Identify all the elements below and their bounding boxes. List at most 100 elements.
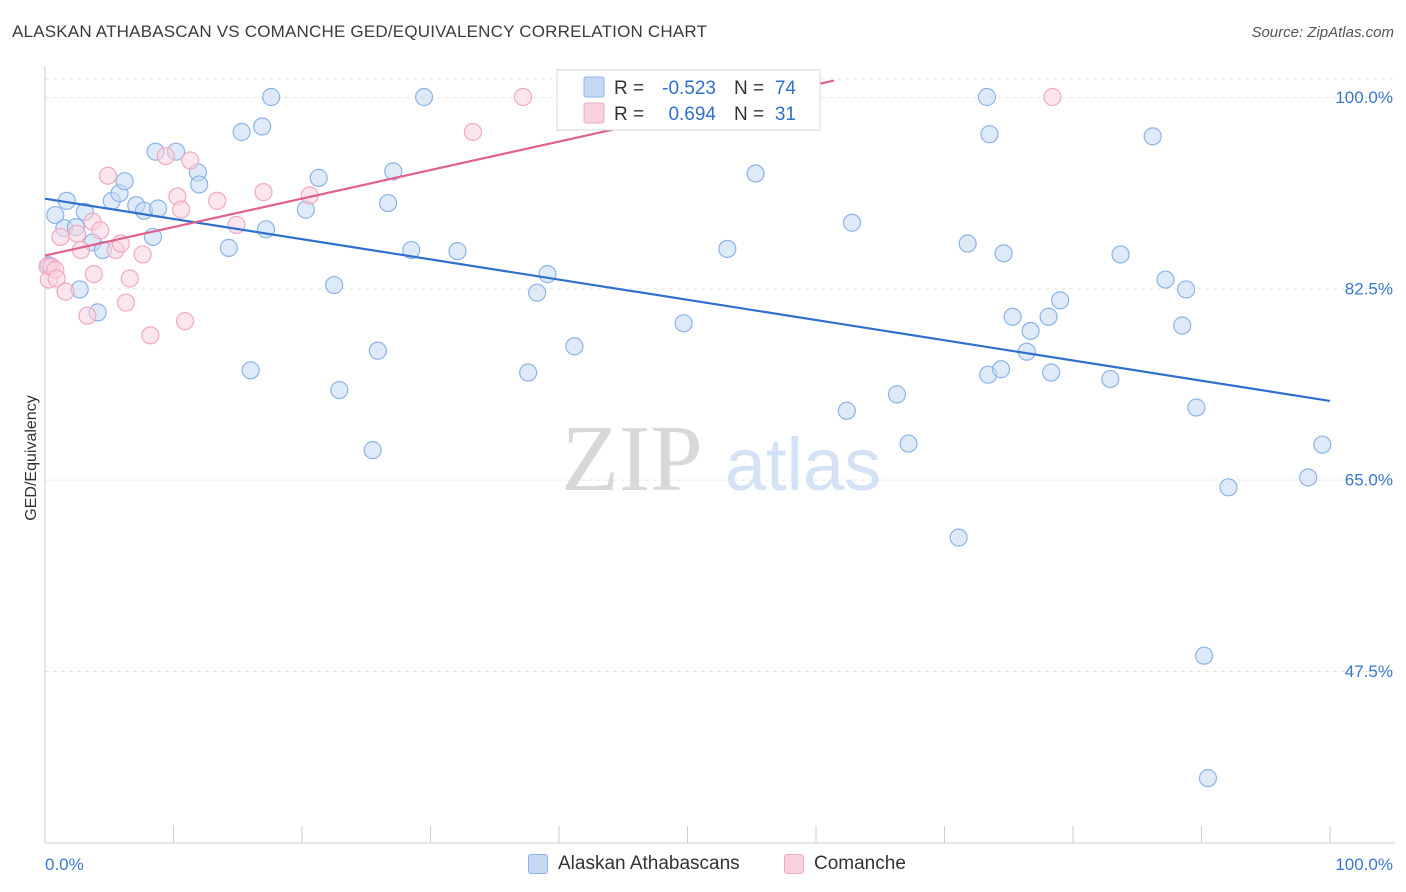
- legend-label-alaskan-athabascans: Alaskan Athabascans: [558, 853, 740, 874]
- point-alaskan-athabascans: [253, 117, 272, 136]
- point-alaskan-athabascans: [1042, 363, 1061, 382]
- point-alaskan-athabascans: [368, 341, 387, 360]
- axes: [44, 66, 1395, 844]
- point-alaskan-athabascans: [1111, 245, 1130, 264]
- point-comanche: [56, 282, 75, 301]
- point-alaskan-athabascans: [1219, 478, 1238, 497]
- point-alaskan-athabascans: [1176, 280, 1196, 299]
- legend-r-value-blue: -0.523: [662, 78, 716, 99]
- point-alaskan-athabascans: [1101, 369, 1120, 389]
- y-tick-label: 82.5%: [1345, 279, 1393, 298]
- y-tick-label: 65.0%: [1345, 471, 1393, 490]
- point-alaskan-athabascans: [538, 265, 557, 284]
- point-alaskan-athabascans: [837, 401, 856, 420]
- point-alaskan-athabascans: [887, 385, 907, 404]
- chart-title: ALASKAN ATHABASCAN VS COMANCHE GED/EQUIV…: [12, 22, 708, 41]
- legend-item-comanche: Comanche: [784, 851, 906, 877]
- point-alaskan-athabascans: [1313, 435, 1332, 454]
- point-alaskan-athabascans: [980, 125, 999, 144]
- legend-swatch-alaskan-athabascans: [528, 854, 548, 874]
- legend-r-value-pink: 0.694: [668, 104, 716, 125]
- point-alaskan-athabascans: [994, 244, 1013, 263]
- point-alaskan-athabascans: [565, 337, 584, 356]
- point-comanche: [463, 122, 483, 142]
- point-comanche: [78, 306, 97, 325]
- legend-n-value-blue: 74: [775, 78, 797, 99]
- point-alaskan-athabascans: [378, 193, 398, 213]
- point-comanche: [71, 240, 91, 260]
- y-axis-label: GED/Equivalency: [23, 395, 40, 520]
- point-comanche: [47, 269, 66, 288]
- point-alaskan-athabascans: [448, 242, 467, 261]
- point-alaskan-athabascans: [115, 172, 134, 191]
- legend-n-label-pink: N =: [734, 104, 764, 125]
- legend-swatch-blue: [583, 76, 605, 98]
- point-alaskan-athabascans: [1143, 127, 1162, 146]
- point-alaskan-athabascans: [1021, 321, 1040, 341]
- point-alaskan-athabascans: [219, 238, 238, 257]
- point-alaskan-athabascans: [1173, 316, 1192, 335]
- legend-item-alaskan-athabascans: Alaskan Athabascans: [528, 851, 740, 877]
- point-alaskan-athabascans: [414, 87, 434, 107]
- point-alaskan-athabascans: [1156, 270, 1175, 289]
- legend-stats: R = -0.523 N = 74 R = 0.694 N = 31: [556, 69, 821, 131]
- point-alaskan-athabascans: [899, 434, 918, 453]
- series-alaskan-athabascans: [39, 87, 1332, 788]
- series-comanche: [38, 87, 1062, 345]
- point-alaskan-athabascans: [1194, 646, 1214, 665]
- y-tick-labels: 100.0% 82.5% 65.0% 47.5%: [1335, 88, 1393, 681]
- watermark-atlas: atlas: [725, 423, 881, 506]
- point-alaskan-athabascans: [1051, 291, 1070, 310]
- point-comanche: [254, 183, 273, 202]
- point-comanche: [98, 166, 118, 185]
- point-comanche: [51, 227, 70, 247]
- legend-n-label-blue: N =: [734, 78, 764, 99]
- point-comanche: [1043, 87, 1062, 107]
- legend-r-label-pink: R =: [614, 104, 644, 125]
- y-tick-label: 47.5%: [1345, 662, 1393, 681]
- x-tick-label: 0.0%: [45, 855, 84, 874]
- point-comanche: [84, 265, 103, 284]
- point-alaskan-athabascans: [1187, 398, 1206, 417]
- point-alaskan-athabascans: [1003, 307, 1022, 326]
- point-comanche: [181, 151, 200, 170]
- point-comanche: [116, 293, 136, 312]
- chart-source: Source: ZipAtlas.com: [1251, 24, 1394, 41]
- point-alaskan-athabascans: [46, 205, 65, 225]
- point-comanche: [141, 326, 160, 345]
- point-alaskan-athabascans: [402, 240, 421, 260]
- point-alaskan-athabascans: [363, 441, 382, 460]
- y-tick-label: 100.0%: [1335, 88, 1393, 107]
- x-tick-label: 100.0%: [1335, 855, 1393, 874]
- point-alaskan-athabascans: [718, 239, 737, 259]
- legend-n-value-pink: 31: [775, 104, 796, 125]
- point-alaskan-athabascans: [746, 164, 765, 183]
- point-alaskan-athabascans: [977, 87, 997, 107]
- point-alaskan-athabascans: [949, 528, 968, 547]
- point-alaskan-athabascans: [1198, 769, 1218, 788]
- watermark-zip: ZIP: [562, 407, 703, 511]
- point-comanche: [513, 87, 533, 107]
- point-alaskan-athabascans: [958, 234, 977, 253]
- point-alaskan-athabascans: [309, 168, 328, 188]
- legend-swatch-comanche: [784, 854, 804, 874]
- point-alaskan-athabascans: [384, 162, 403, 181]
- legend-label-comanche: Comanche: [814, 853, 906, 874]
- point-comanche: [120, 269, 139, 288]
- point-alaskan-athabascans: [241, 361, 260, 380]
- watermark: ZIP atlas: [562, 407, 882, 511]
- point-alaskan-athabascans: [262, 87, 281, 107]
- legend-swatch-pink: [583, 102, 605, 124]
- legend-r-label-blue: R =: [614, 78, 644, 99]
- point-alaskan-athabascans: [190, 175, 209, 194]
- point-comanche: [208, 191, 227, 210]
- trend-line-alaskan-athabascans: [44, 197, 1331, 403]
- point-comanche: [133, 245, 152, 264]
- point-alaskan-athabascans: [330, 380, 349, 400]
- point-comanche: [227, 215, 246, 235]
- point-alaskan-athabascans: [232, 122, 251, 142]
- point-comanche: [156, 146, 175, 166]
- x-tick-labels: 0.0% 100.0%: [45, 855, 1393, 874]
- point-alaskan-athabascans: [842, 213, 862, 232]
